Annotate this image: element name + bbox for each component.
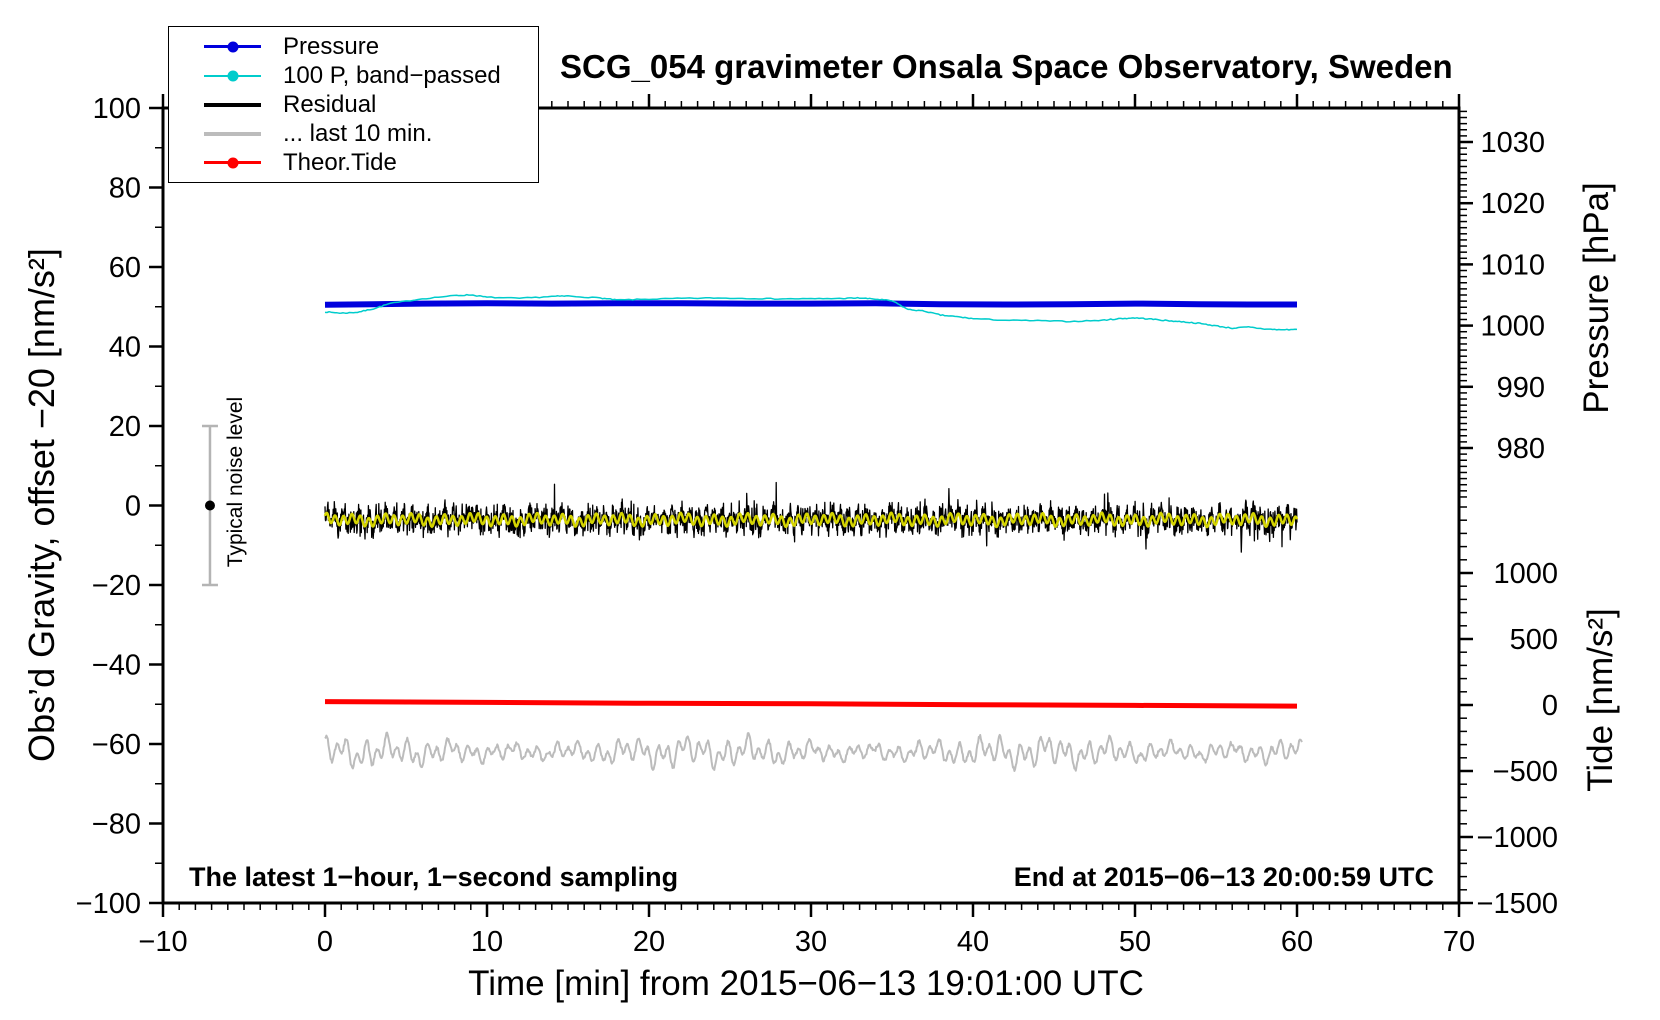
tide-tick-label: −1000 [1477,822,1558,854]
gravity-axis-ticks: −100 −80 −60 −40 −20 0 20 40 60 80 100 [76,93,163,920]
legend-label: 100 P, band−passed [283,61,501,89]
pressure-tick-label: 980 [1497,433,1545,465]
legend-box: Pressure 100 P, band−passed Residual ...… [168,26,539,183]
x-tick-label: 50 [1119,926,1151,958]
legend-item-theor-tide: Theor.Tide [204,149,534,177]
tide-axis-title: Tide [nm/s²] [1581,608,1620,792]
gravity-tick-label: 80 [109,173,141,205]
pressure-tick-label: 1010 [1480,249,1545,281]
tide-tick-label: 0 [1542,690,1558,722]
gravity-tick-label: −80 [92,809,141,841]
gravity-tick-label: −40 [92,650,141,682]
band-passed-line-swatch [204,70,261,81]
sampling-note: The latest 1−hour, 1−second sampling [189,862,679,892]
pressure-tick-label: 990 [1497,372,1545,404]
end-time-note: End at 2015−06−13 20:00:59 UTC [1013,862,1434,892]
x-tick-label: 70 [1443,926,1475,958]
gravity-tick-label: 0 [125,491,141,523]
gravity-tick-label: 40 [109,332,141,364]
x-tick-label: 10 [471,926,503,958]
gravity-tick-label: 100 [93,93,141,125]
noise-level-label: Typical noise level [224,396,247,568]
page-title: SCG_054 gravimeter Onsala Space Observat… [560,48,1453,85]
pressure-axis-ticks: 980 990 1000 1010 1020 1030 [1459,110,1545,498]
series-100-p-band-passed-line [324,293,1298,331]
residual-line-swatch [204,102,261,107]
pressure-tick-label: 1020 [1480,188,1545,220]
plot-frame [161,106,1461,905]
x-tick-label: 20 [633,926,665,958]
x-axis-tick-labels: −10 0 10 20 30 40 50 60 70 [138,926,1475,958]
left-axis-title: Obs’d Gravity, offset −20 [nm/s²] [21,248,62,762]
x-tick-label: 40 [957,926,989,958]
noise-level-marker [201,424,218,587]
x-axis-ticks [161,94,1461,917]
series-pressure-line [324,300,1297,308]
legend-item-last10: ... last 10 min. [204,120,534,148]
tide-tick-label: 1000 [1493,558,1558,590]
legend-item-residual: Residual [204,91,534,119]
tide-tick-label: 500 [1510,624,1558,656]
x-tick-label: 30 [795,926,827,958]
x-tick-label: −10 [138,926,187,958]
legend-item-pressure: Pressure [204,33,534,61]
legend-label: ... last 10 min. [283,119,433,147]
legend-label: Theor.Tide [283,148,397,176]
noise-center-dot [204,500,215,511]
pressure-line-swatch [204,41,261,52]
residual-smooth-line [323,511,1299,529]
last10-line-swatch [204,131,261,136]
x-tick-label: 60 [1281,926,1313,958]
legend-item-band-passed: 100 P, band−passed [204,62,534,90]
gravity-tick-label: −20 [92,570,141,602]
legend-label: Pressure [283,32,380,60]
gravity-tick-label: −100 [76,888,141,920]
pressure-axis-title: Pressure [hPa] [1577,182,1616,414]
series-theor-tide-line [324,699,1298,709]
gravity-tick-label: 60 [109,252,141,284]
legend-label: Residual [283,90,377,118]
x-axis-title: Time [min] from 2015−06−13 19:01:00 UTC [468,964,1144,1003]
tide-tick-label: −500 [1493,756,1558,788]
x-tick-label: 0 [317,926,333,958]
residual-last10-line [324,731,1303,772]
residual-line [324,481,1298,553]
pressure-tick-label: 1000 [1480,311,1545,343]
gravity-tick-label: 20 [109,411,141,443]
tide-tick-label: −1500 [1477,888,1558,920]
tide-axis-ticks: −1500 −1000 −500 0 500 1000 [1459,506,1558,920]
pressure-tick-label: 1030 [1480,127,1545,159]
theor-tide-line-swatch [204,157,261,168]
gravity-tick-label: −60 [92,729,141,761]
